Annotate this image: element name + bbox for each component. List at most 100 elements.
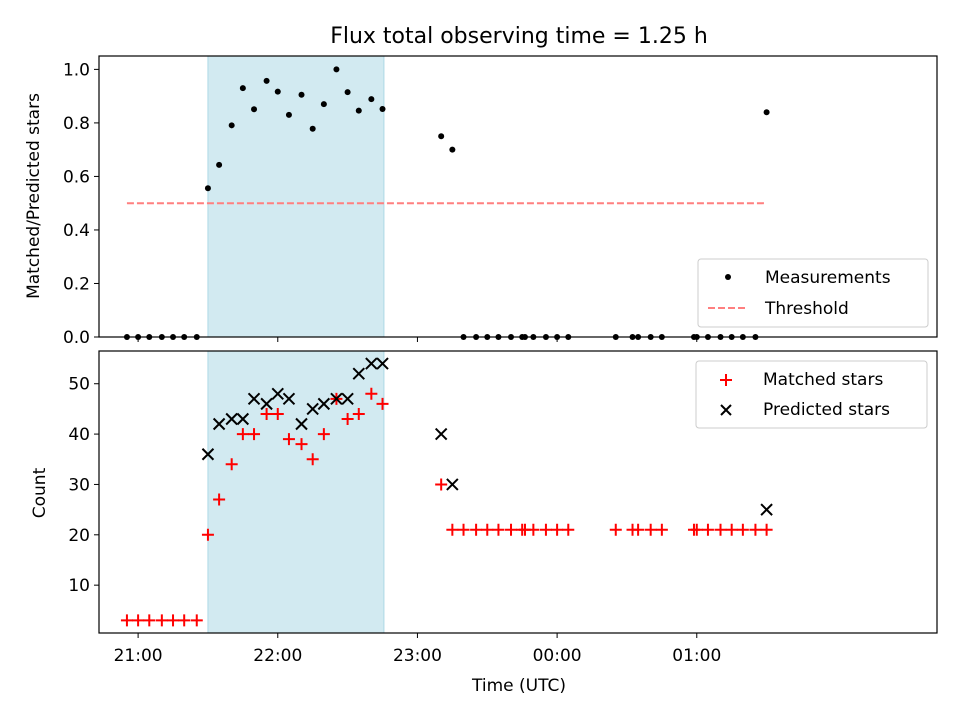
predicted-stars-point: [306, 402, 319, 416]
measurements-point: [274, 88, 281, 95]
top-y-axis-label: Matched/Predicted stars: [24, 93, 44, 299]
top-legend-box: [697, 258, 929, 328]
x-tick-label: 01:00: [672, 646, 721, 666]
measurements-point: [216, 161, 223, 168]
predicted-stars-point: [236, 412, 250, 426]
top-y-tick-label: 0.2: [63, 274, 90, 294]
predicted-stars-point: [282, 392, 296, 406]
predicted-stars-point: [201, 448, 215, 461]
legend-measurements-label: Measurements: [765, 268, 891, 288]
matched-stars-point: [701, 523, 714, 536]
measurements-point: [333, 66, 340, 73]
matched-stars-point: [632, 523, 645, 536]
x-tick-label: 22:00: [253, 646, 302, 666]
matched-stars-point: [132, 614, 145, 627]
predicted-stars-point: [247, 392, 261, 406]
bottom-y-tick-label: 20: [68, 526, 90, 546]
matched-stars-point: [539, 523, 552, 536]
bottom-observing-span: [207, 350, 385, 634]
legend-measurements-marker: [725, 274, 731, 280]
matched-stars-point: [725, 523, 738, 536]
measurements-point: [763, 109, 770, 116]
predicted-stars-point: [295, 417, 308, 431]
predicted-stars-point: [225, 412, 238, 426]
matched-stars-point: [492, 523, 505, 536]
matched-stars-point: [435, 478, 448, 491]
chart-title: Flux total observing time = 1.25 h: [330, 24, 708, 49]
matched-stars-point: [446, 523, 459, 536]
bottom-y-tick-label: 10: [68, 576, 90, 596]
top-observing-span: [207, 55, 385, 338]
measurements-point: [309, 125, 316, 132]
matched-stars-point: [248, 428, 261, 441]
legend-matched-marker: [720, 374, 732, 386]
matched-stars-point: [236, 428, 249, 441]
matched-stars-point: [690, 523, 703, 536]
measurements-point: [368, 96, 375, 103]
matched-stars-point: [178, 614, 191, 627]
x-tick-label: 00:00: [533, 646, 582, 666]
top-marks: 0.0 0.2 0.4 0.6 0.8 1.0: [63, 55, 770, 348]
legend-predicted-marker: [720, 404, 732, 416]
measurements-point: [204, 185, 211, 192]
matched-stars-point: [352, 407, 365, 420]
predicted-stars-point: [212, 417, 226, 431]
bottom-y-tick-label: 30: [68, 475, 90, 495]
matched-stars-point: [365, 387, 378, 400]
measurements-point: [438, 133, 445, 140]
bottom-panel: 10 20 30 40 50 21:00 22:00 23:00 00:00 01:00 Coun…: [30, 350, 938, 666]
matched-stars-point: [143, 614, 156, 627]
matched-stars-point: [481, 523, 494, 536]
matched-stars-point: [562, 523, 575, 536]
predicted-stars-point: [271, 387, 284, 401]
top-y-tick-label: 0.8: [63, 114, 90, 134]
measurements-point: [239, 85, 246, 92]
matched-stars-point: [282, 433, 295, 446]
top-panel: 0.0 0.2 0.4 0.6 0.8 1.0 Matched/Predicted sta…: [24, 55, 938, 348]
legend-predicted-label: Predicted stars: [763, 400, 890, 420]
bottom-legend-box: [695, 360, 928, 429]
bottom-plot-frame: [98, 350, 938, 634]
predicted-stars-point: [376, 357, 389, 370]
matched-stars-point: [505, 523, 518, 536]
measurements-point: [344, 89, 351, 96]
measurements-point: [228, 122, 235, 129]
x-axis-label: Time (UTC): [471, 676, 566, 696]
predicted-stars-point: [317, 397, 331, 411]
matched-stars-point: [201, 528, 214, 541]
measurements-point: [320, 101, 327, 108]
x-tick-label: 23:00: [393, 646, 442, 666]
predicted-stars-point: [434, 427, 448, 441]
bottom-legend: Matched stars Predicted stars: [695, 360, 928, 429]
predicted-stars-point: [260, 397, 273, 411]
matched-stars-point: [655, 523, 668, 536]
predicted-stars-point: [330, 392, 343, 406]
predicted-stars-point: [365, 357, 378, 370]
top-y-tick-label: 1.0: [63, 60, 90, 80]
matched-stars-point: [271, 407, 284, 420]
matched-stars-point: [295, 438, 308, 451]
top-y-tick-label: 0.0: [63, 328, 90, 348]
predicted-stars-point: [341, 392, 354, 406]
measurements-point: [251, 106, 258, 113]
bottom-y-tick-label: 50: [68, 375, 90, 395]
matched-stars-point: [644, 523, 657, 536]
matched-stars-point: [457, 523, 470, 536]
matched-stars-point: [260, 407, 273, 420]
predicted-stars-point: [760, 503, 773, 516]
legend-threshold-label: Threshold: [764, 299, 849, 319]
matched-stars-point: [736, 523, 749, 536]
matched-stars-point: [760, 523, 773, 536]
top-y-tick-label: 0.6: [63, 167, 90, 187]
matched-stars-point: [749, 523, 762, 536]
predicted-stars-point: [352, 367, 365, 380]
top-legend: Measurements Threshold: [697, 258, 929, 328]
matched-stars-point: [120, 614, 133, 627]
measurements-point: [285, 111, 292, 118]
matched-stars-point: [225, 458, 238, 471]
measurements-point: [263, 77, 270, 84]
predicted-stars-point: [446, 478, 459, 491]
matched-stars-point: [376, 397, 389, 410]
measurements-point: [449, 146, 456, 153]
